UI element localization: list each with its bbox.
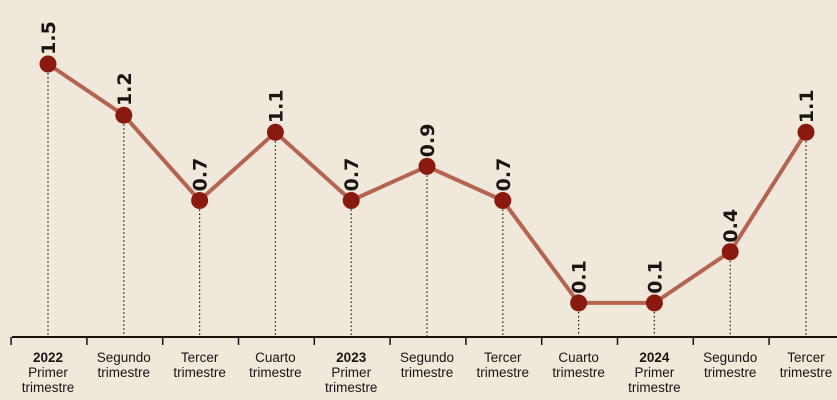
data-point — [191, 192, 209, 210]
data-label: 1.1 — [796, 89, 818, 123]
data-point — [266, 123, 284, 141]
data-point — [39, 55, 57, 73]
data-label: 0.1 — [569, 260, 591, 294]
x-tick-label: Tercer trimestre — [477, 350, 530, 380]
data-label: 1.1 — [265, 89, 287, 123]
data-label: 0.7 — [190, 158, 212, 192]
x-tick-label: 2024 Primer trimestre — [628, 350, 681, 395]
data-label: 0.7 — [493, 158, 515, 192]
data-point — [721, 243, 739, 261]
x-tick-label: Cuarto trimestre — [552, 350, 605, 380]
x-tick-label: 2022 Primer trimestre — [22, 350, 75, 395]
data-point — [797, 123, 815, 141]
data-label: 0.4 — [720, 209, 742, 243]
data-point — [418, 157, 436, 175]
x-tick-label: Segundo trimestre — [97, 350, 151, 380]
x-tick-label: Segundo trimestre — [703, 350, 757, 380]
data-label: 0.7 — [341, 158, 363, 192]
x-tick-label: Segundo trimestre — [400, 350, 454, 380]
data-point — [342, 192, 360, 210]
data-point — [115, 106, 133, 124]
data-point — [645, 294, 663, 312]
x-tick-label: 2023 Primer trimestre — [325, 350, 378, 395]
data-point — [570, 294, 588, 312]
x-tick-label: Tercer trimestre — [173, 350, 226, 380]
data-label: 1.5 — [38, 21, 60, 55]
data-point — [494, 192, 512, 210]
data-label: 0.9 — [417, 124, 439, 158]
data-label: 0.1 — [644, 260, 666, 294]
data-label: 1.2 — [114, 72, 136, 106]
x-tick-label: Cuarto trimestre — [249, 350, 302, 380]
x-tick-label: Tercer trimestre — [780, 350, 833, 380]
